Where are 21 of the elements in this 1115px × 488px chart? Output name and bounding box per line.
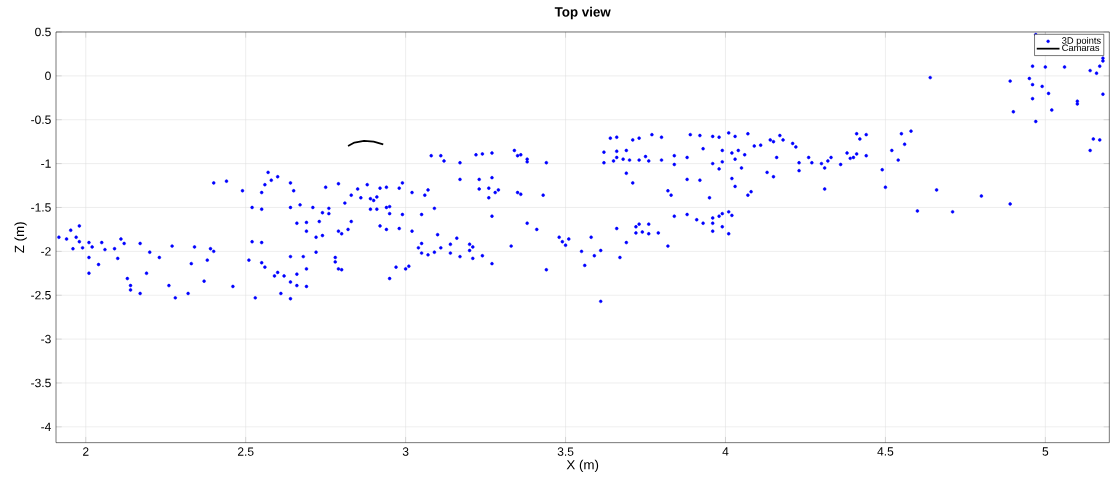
- x-tick-label: 2.5: [237, 447, 254, 456]
- y-tick-label: -4: [41, 422, 51, 431]
- y-tick-label: -2: [41, 247, 51, 256]
- x-tick-label: 3: [402, 447, 409, 456]
- x-axis-title: X (m): [566, 459, 599, 473]
- x-tick-label: 5: [1042, 447, 1049, 456]
- y-tick-label: -2.5: [31, 290, 51, 300]
- y-tick-label: -3: [41, 334, 51, 344]
- y-tick-label: -0.5: [31, 115, 51, 124]
- y-tick-label: 0.5: [35, 27, 51, 37]
- legend-label: Camaras: [1062, 44, 1100, 51]
- y-tick-label: -1: [41, 159, 51, 168]
- x-tick-label: 4: [722, 447, 729, 456]
- y-axis-title: Z (m): [14, 222, 27, 253]
- y-tick-label: -3.5: [31, 378, 51, 388]
- chart-title: Top view: [554, 6, 611, 20]
- y-tick-label: 0: [45, 71, 51, 81]
- x-tick-label: 3.5: [557, 447, 574, 456]
- x-tick-label: 2: [83, 447, 89, 456]
- x-tick-label: 4.5: [877, 447, 894, 456]
- y-tick-label: -1.5: [31, 203, 51, 212]
